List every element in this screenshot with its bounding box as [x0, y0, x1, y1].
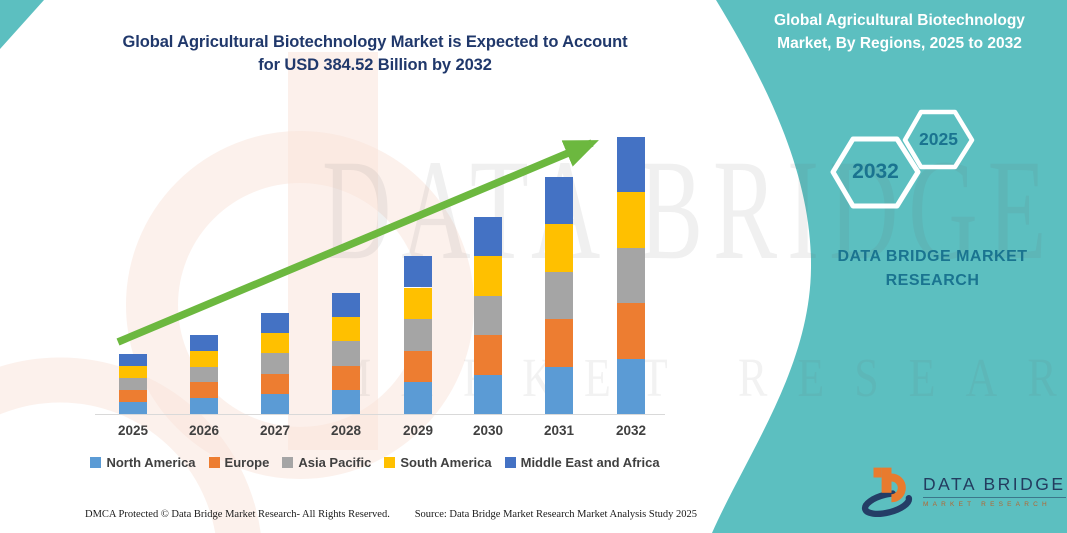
bar-segment — [474, 256, 502, 296]
bar-segment — [261, 373, 289, 394]
bar-segment — [617, 358, 645, 414]
brand-line2: RESEARCH — [885, 272, 980, 289]
bar-segment — [261, 353, 289, 374]
logo-glyph-icon — [861, 467, 913, 518]
bar-segment — [474, 335, 502, 375]
bar-segment — [190, 398, 218, 414]
legend-item: Asia Pacific — [282, 455, 371, 470]
legend-swatch — [208, 457, 220, 468]
bar-segment — [332, 317, 360, 342]
x-axis-label: 2029 — [402, 423, 434, 438]
legend-swatch — [90, 457, 102, 468]
x-axis-label: 2025 — [117, 423, 149, 438]
bar-segment — [190, 366, 218, 383]
bar-segment — [545, 176, 573, 225]
page-title-line1: Global Agricultural Biotechnology Market… — [122, 33, 628, 51]
bar-segment — [261, 393, 289, 414]
bar-segment — [332, 365, 360, 390]
watermark-text-line2: MARKET RESEARCH — [332, 347, 1067, 409]
bar-segment — [119, 365, 147, 378]
panel-title-line2: Market, By Regions, 2025 to 2032 — [777, 35, 1022, 52]
bar-segment — [404, 319, 432, 351]
bar-segment — [404, 350, 432, 383]
page-title: Global Agricultural Biotechnology Market… — [70, 31, 680, 77]
x-axis-label: 2031 — [543, 423, 575, 438]
bar-segment — [332, 341, 360, 366]
legend-swatch — [282, 457, 294, 468]
bar-segment — [404, 287, 432, 320]
brand-wordmark: DATA BRIDGE MARKET RESEARCH — [800, 245, 1065, 293]
bar-segment — [545, 319, 573, 367]
bar-segment — [119, 353, 147, 366]
hexagon-2025-label: 2025 — [919, 129, 958, 149]
chart-legend: North America Europe Asia Pacific South Ame… — [85, 455, 665, 470]
legend-label: Asia Pacific — [298, 455, 372, 470]
x-axis-label: 2026 — [188, 423, 220, 438]
bar-segment — [190, 350, 218, 367]
panel-title-line1: Global Agricultural Biotechnology — [774, 12, 1025, 29]
legend-label: South America — [400, 455, 492, 470]
logo-subtitle: MARKET RESEARCH — [923, 501, 1051, 508]
bar-segment — [190, 382, 218, 399]
bar-segment — [119, 389, 147, 402]
bar-segment — [261, 313, 289, 334]
page-title-line2: for USD 384.52 Billion by 2032 — [258, 56, 492, 74]
company-logo: DATA BRIDGE MARKET RESEARCH — [860, 464, 1066, 518]
bar-segment — [617, 247, 645, 304]
x-axis-label: 2032 — [615, 423, 647, 438]
logo-name: DATA BRIDGE — [923, 474, 1066, 498]
legend-item: Middle East and Africa — [504, 455, 660, 470]
bar-segment — [545, 224, 573, 272]
bar-segment — [119, 401, 147, 414]
x-axis-label: 2028 — [330, 423, 362, 438]
legend-swatch — [384, 457, 396, 468]
source-note: Source: Data Bridge Market Research Mark… — [414, 509, 697, 520]
legend-label: North America — [106, 455, 196, 470]
bar-segment — [474, 295, 502, 336]
x-axis-line — [95, 414, 665, 415]
legend-label: Europe — [224, 455, 270, 470]
bar-segment — [261, 333, 289, 354]
bar-segment — [617, 137, 645, 193]
legend-item: North America — [90, 455, 196, 470]
bar-segment — [545, 271, 573, 320]
x-axis-label: 2027 — [259, 423, 291, 438]
bar-segment — [404, 255, 432, 288]
bar-segment — [332, 292, 360, 318]
legend-label: Middle East and Africa — [520, 455, 660, 470]
bar-segment — [474, 374, 502, 414]
bar-segment — [617, 303, 645, 359]
legend-swatch — [504, 457, 516, 468]
bar-segment — [119, 377, 147, 390]
legend-item: South America — [384, 455, 492, 470]
x-axis-label: 2030 — [472, 423, 504, 438]
bar-segment — [545, 366, 573, 414]
bar-segment — [332, 389, 360, 414]
legend-item: Europe — [208, 455, 270, 470]
bar-segment — [190, 335, 218, 351]
hexagon-2032-label: 2032 — [852, 160, 899, 183]
bar-segment — [404, 382, 432, 414]
panel-title: Global Agricultural Biotechnology Market… — [752, 9, 1047, 55]
brand-line1: DATA BRIDGE MARKET — [837, 248, 1028, 265]
bar-segment — [474, 216, 502, 257]
footer: DMCA Protected © Data Bridge Market Rese… — [85, 509, 697, 520]
dmca-notice: DMCA Protected © Data Bridge Market Rese… — [85, 509, 390, 520]
logo-text: DATA BRIDGE MARKET RESEARCH — [923, 474, 1066, 508]
bar-segment — [617, 192, 645, 248]
